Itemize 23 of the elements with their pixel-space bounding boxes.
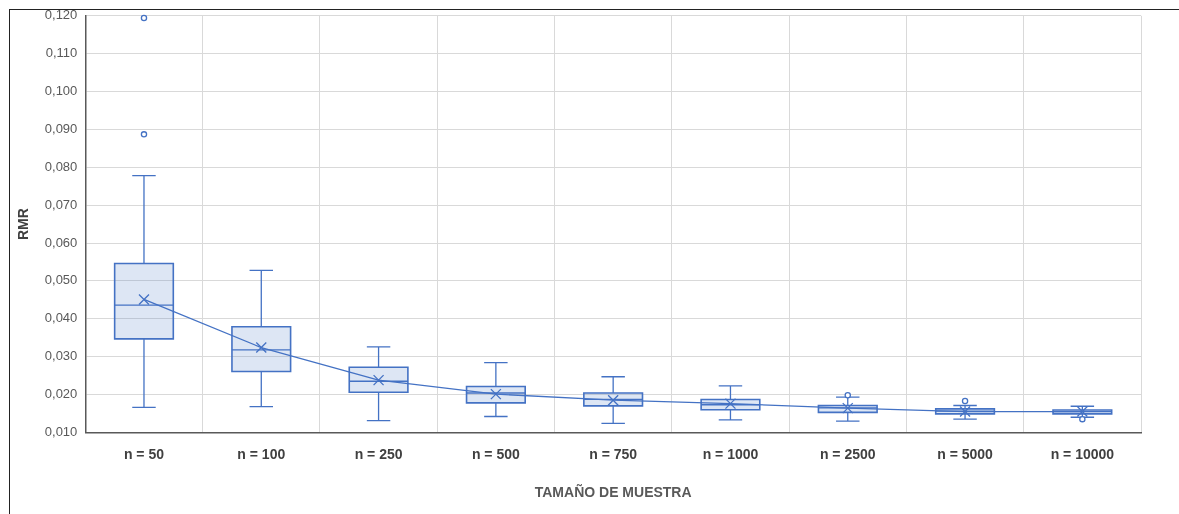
x-tick-label: n = 500 <box>471 445 521 462</box>
y-tick-label: 0,110 <box>45 45 78 61</box>
y-tick-label: 0,100 <box>44 83 78 99</box>
x-tick-label: n = 5000 <box>937 445 994 462</box>
y-tick-label: 0,010 <box>44 423 78 439</box>
x-tick-label: n = 2500 <box>819 445 876 462</box>
y-tick-label: 0,030 <box>44 348 78 364</box>
y-tick-label: 0,090 <box>44 121 78 136</box>
x-tick-label: n = 10000 <box>1050 445 1115 462</box>
x-tick-label: n = 250 <box>354 445 403 462</box>
y-axis-title: RMR <box>15 208 32 241</box>
y-tick-label: 0,080 <box>44 158 78 174</box>
x-tick-label: n = 100 <box>237 445 286 462</box>
y-tick-label: 0,120 <box>44 7 78 23</box>
x-tick-label: n = 50 <box>123 445 165 462</box>
x-tick-label: n = 1000 <box>702 445 759 462</box>
y-tick-label: 0,060 <box>44 234 78 250</box>
y-tick-label: 0,050 <box>44 272 78 288</box>
x-tick-label: n = 750 <box>589 445 638 462</box>
y-tick-label: 0,020 <box>44 386 78 402</box>
x-axis-title: TAMAÑO DE MUESTRA <box>534 483 692 501</box>
y-tick-label: 0,040 <box>44 310 78 326</box>
y-tick-label: 0,070 <box>44 196 78 212</box>
